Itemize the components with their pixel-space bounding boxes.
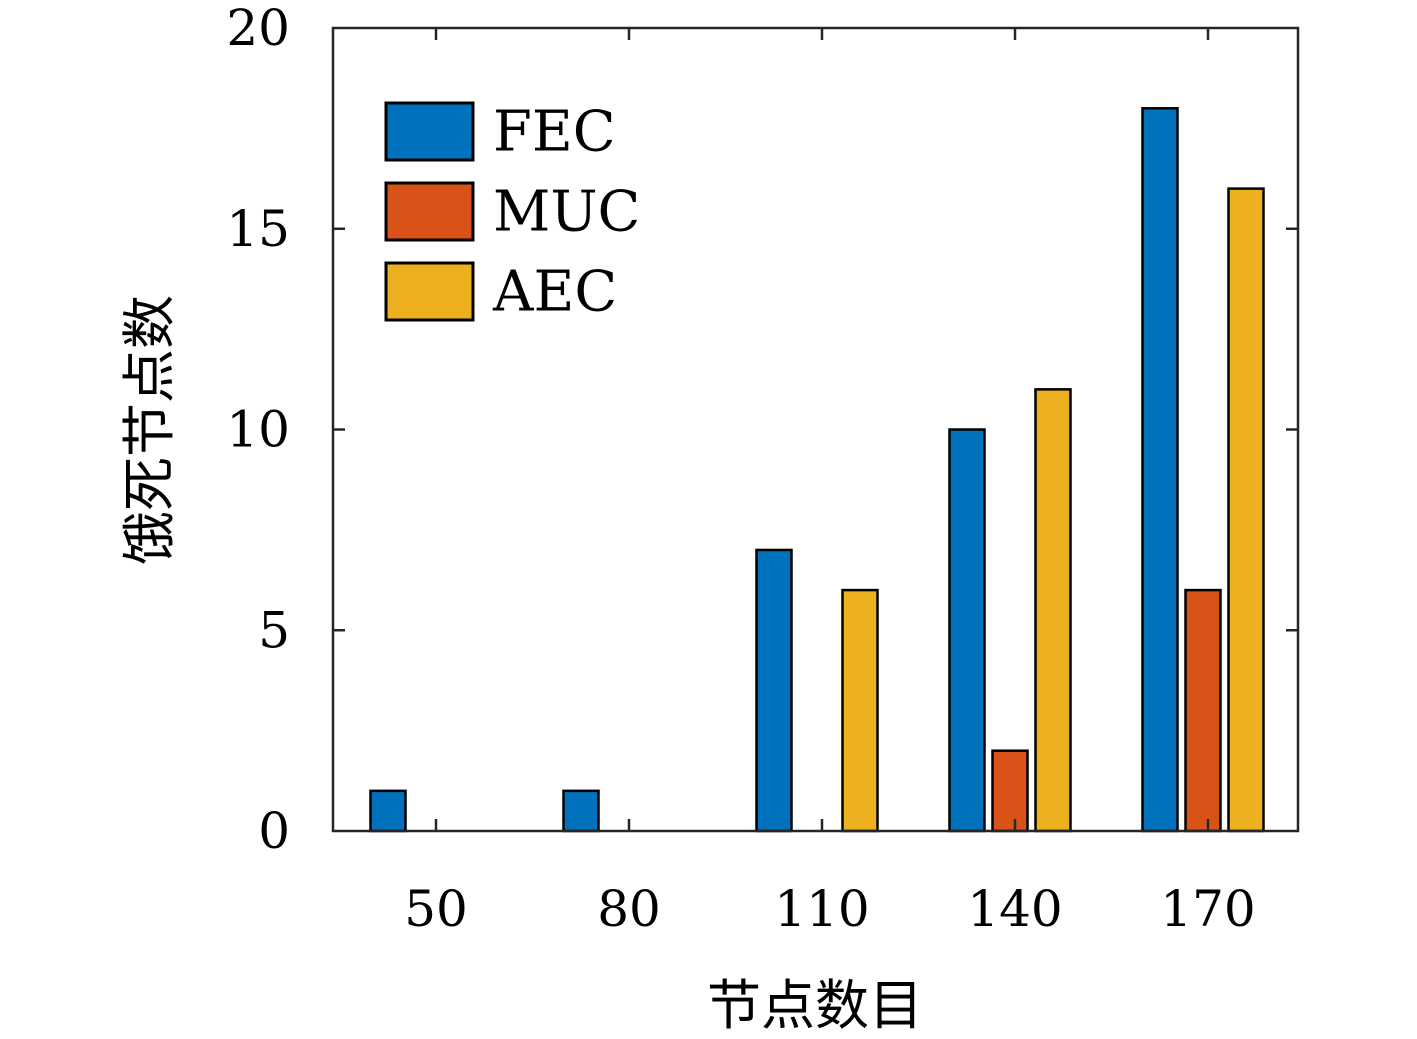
bar-muc-140 xyxy=(991,749,1029,833)
bar-fec-140 xyxy=(948,428,986,833)
legend-swatch-muc xyxy=(384,181,475,242)
legend-label-fec: FEC xyxy=(493,100,616,165)
bar-fec-50 xyxy=(369,789,407,833)
bar-aec-110 xyxy=(841,588,879,833)
bar-aec-170 xyxy=(1227,187,1265,833)
x-tick-label-110: 110 xyxy=(774,880,869,938)
bar-aec-140 xyxy=(1034,388,1072,833)
bar-fec-170 xyxy=(1141,107,1179,833)
legend: FEC MUC AEC xyxy=(384,100,640,325)
x-axis-label: 节点数目 xyxy=(707,974,923,1037)
bar-fec-80 xyxy=(562,789,600,833)
y-tick-label-5: 5 xyxy=(258,601,290,659)
axis-ticks-group xyxy=(333,28,1298,831)
x-tick-label-80: 80 xyxy=(597,880,661,938)
legend-label-aec: AEC xyxy=(492,260,617,325)
bar-fec-110 xyxy=(755,548,793,833)
y-tick-labels: 0 5 10 15 20 xyxy=(226,0,290,860)
x-tick-label-50: 50 xyxy=(404,880,468,938)
y-axis-label: 饿死节点数 xyxy=(118,295,181,565)
legend-swatch-aec xyxy=(384,261,475,322)
x-tick-labels: 50 80 110 140 170 xyxy=(404,880,1256,938)
y-tick-label-0: 0 xyxy=(258,802,290,860)
legend-swatch-fec xyxy=(384,101,475,162)
bar-muc-170 xyxy=(1184,588,1222,833)
x-tick-label-140: 140 xyxy=(967,880,1062,938)
y-tick-label-15: 15 xyxy=(226,200,290,258)
x-tick-label-170: 170 xyxy=(1160,880,1255,938)
y-tick-label-10: 10 xyxy=(226,401,290,459)
y-tick-label-20: 20 xyxy=(226,0,290,57)
legend-label-muc: MUC xyxy=(493,180,640,245)
